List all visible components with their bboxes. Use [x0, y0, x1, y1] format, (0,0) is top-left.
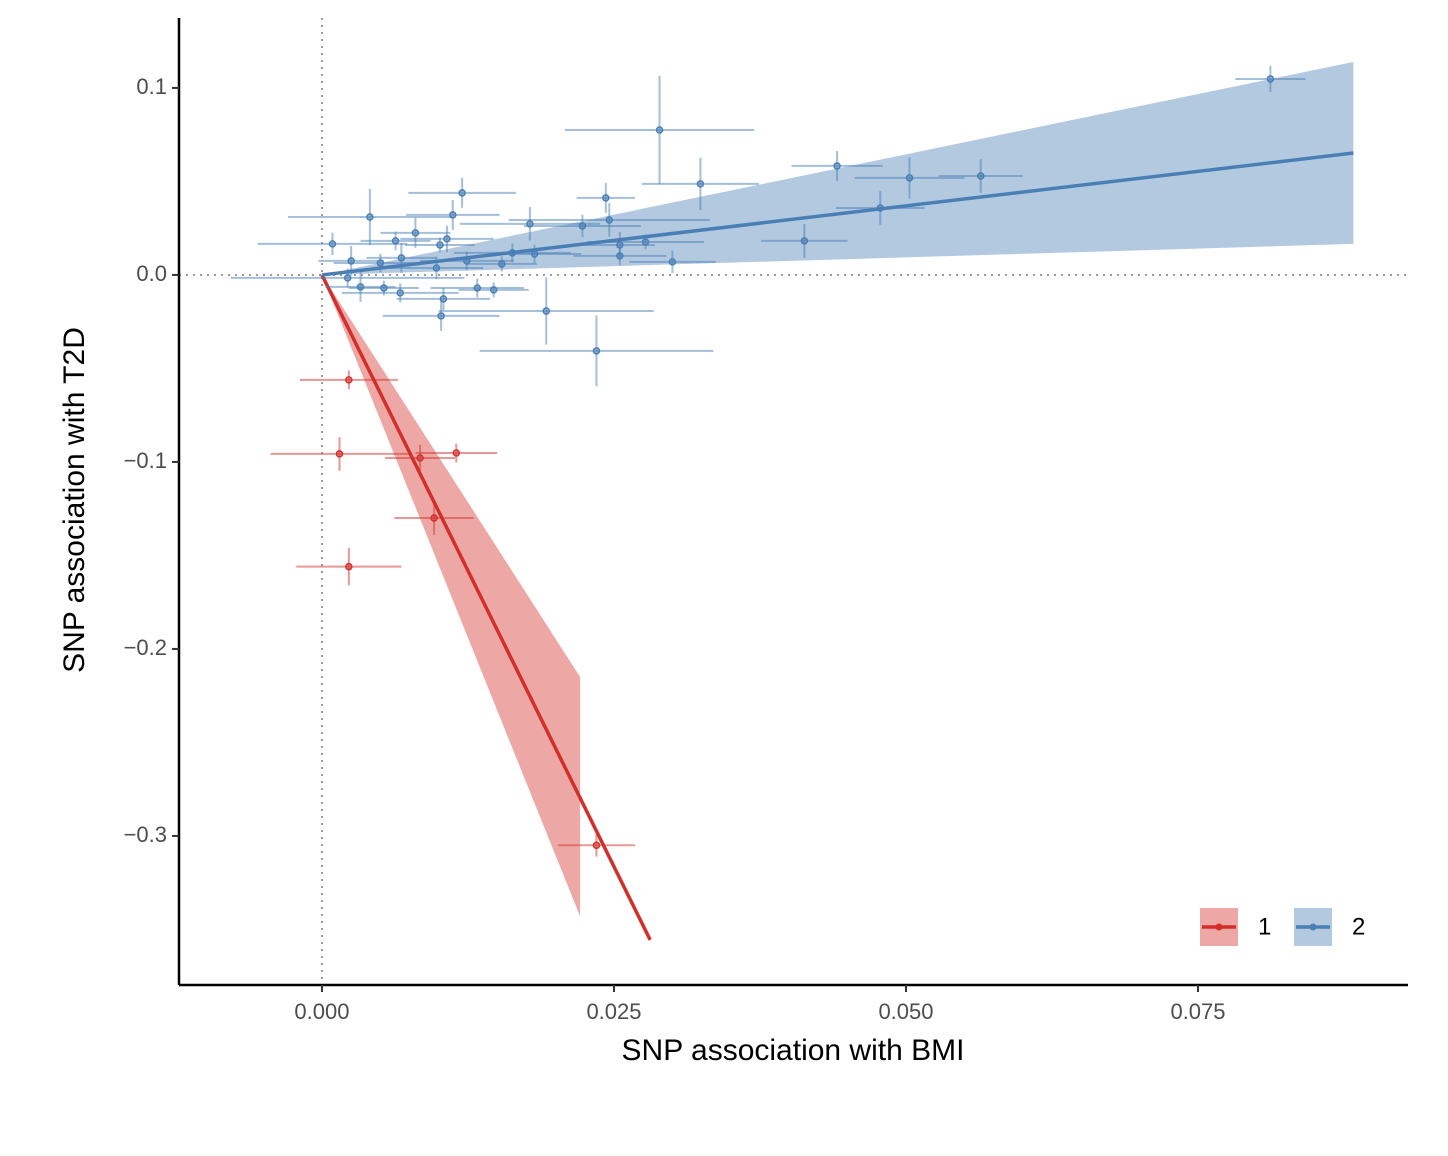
point	[345, 562, 353, 571]
point	[1266, 75, 1275, 83]
fit-line	[321, 151, 1354, 277]
x-tick-label: 0.000	[294, 999, 349, 1024]
point	[655, 126, 664, 134]
y-tick-label: 0.1	[136, 74, 167, 99]
point	[452, 449, 461, 457]
legend-label: 1	[1258, 913, 1271, 940]
legend-key-point	[1215, 923, 1223, 931]
point	[668, 258, 677, 266]
point	[616, 241, 624, 249]
point	[641, 238, 650, 246]
x-tick-label: 0.075	[1170, 999, 1225, 1024]
point	[366, 213, 374, 221]
point	[449, 211, 457, 219]
point	[542, 307, 550, 315]
point	[976, 172, 985, 180]
point	[328, 240, 337, 248]
point	[508, 249, 517, 257]
x-tick-label: 0.025	[586, 999, 641, 1024]
point	[696, 180, 705, 188]
point	[345, 376, 353, 384]
y-tick-label: −0.3	[124, 822, 167, 847]
y-tick-label: −0.2	[124, 635, 167, 660]
point	[343, 274, 352, 282]
point	[430, 514, 438, 522]
point	[443, 235, 451, 243]
point	[800, 237, 809, 245]
point	[463, 257, 471, 265]
point	[458, 189, 466, 197]
legend-label: 2	[1352, 913, 1365, 940]
x-axis-title: SNP association with BMI	[622, 1034, 965, 1067]
legend-key-point	[1309, 923, 1317, 931]
point	[498, 260, 506, 268]
point	[347, 257, 355, 265]
point	[397, 254, 406, 262]
fit-line	[320, 274, 652, 941]
y-axis-title: SNP association with T2D	[58, 327, 91, 673]
point	[526, 220, 534, 228]
confidence-band	[321, 274, 581, 917]
point	[432, 264, 441, 272]
point	[335, 450, 344, 458]
point	[416, 454, 424, 462]
point	[876, 204, 885, 212]
point	[437, 312, 445, 320]
y-tick-label: −0.1	[124, 448, 167, 473]
point	[605, 216, 614, 224]
point	[489, 286, 498, 294]
y-tick-label: 0.0	[136, 261, 167, 286]
point	[592, 347, 601, 355]
point	[905, 174, 914, 182]
point	[592, 841, 601, 850]
point	[578, 222, 587, 230]
point	[473, 284, 482, 292]
point	[356, 283, 365, 291]
point	[602, 194, 610, 202]
point	[391, 237, 400, 245]
x-tick-label: 0.050	[878, 999, 933, 1024]
point	[380, 284, 388, 292]
point	[530, 250, 539, 258]
point	[616, 252, 624, 260]
point	[411, 229, 420, 237]
point	[436, 241, 444, 249]
point	[376, 259, 385, 267]
point	[396, 289, 404, 297]
point	[833, 162, 841, 170]
point	[439, 295, 448, 303]
